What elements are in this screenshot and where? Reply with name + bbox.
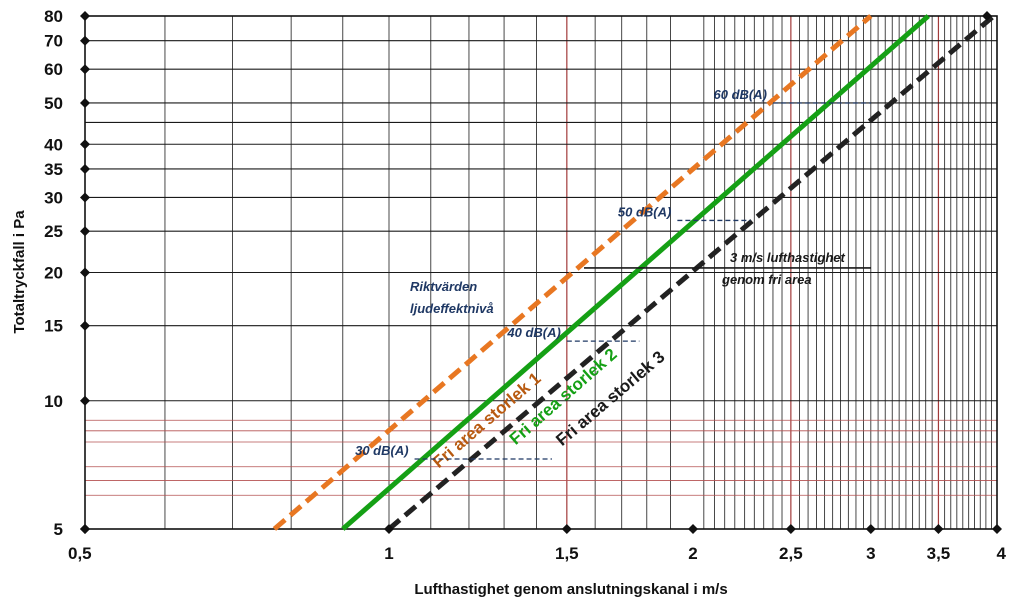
x-tick-marker — [992, 524, 1002, 534]
x-axis-title: Lufthastighet genom anslutningskanal i m… — [414, 581, 727, 598]
x-tick-marker — [561, 524, 572, 534]
y-tick-label: 5 — [54, 520, 63, 539]
velocity-label: genom fri area — [721, 272, 812, 287]
y-tick-label: 35 — [44, 160, 63, 179]
y-tick-marker — [80, 35, 90, 46]
annotations: Riktvärden ljudeffektnivå 30 dB(A) 40 dB(A)… — [355, 87, 871, 460]
x-tick-label: 1 — [384, 544, 393, 563]
annotation-title: Riktvärden — [410, 279, 477, 294]
y-tick-label: 40 — [44, 135, 63, 154]
y-tick-marker — [80, 97, 90, 108]
x-tick-marker — [785, 524, 796, 534]
level-label: 30 dB(A) — [355, 443, 408, 458]
y-tick-label: 30 — [44, 188, 63, 207]
y-tick-label: 50 — [44, 94, 63, 113]
series-line-2 — [341, 14, 930, 531]
grid — [85, 16, 998, 529]
y-tick-marker — [80, 64, 90, 75]
x-tick-label: 1,5 — [555, 544, 579, 563]
x-tick-marker — [688, 524, 698, 534]
y-tick-label: 10 — [44, 392, 63, 411]
y-tick-label: 80 — [44, 7, 63, 26]
y-tick-marker — [80, 11, 90, 21]
y-tick-marker — [80, 320, 90, 331]
level-label: 60 dB(A) — [714, 87, 767, 102]
series-line-3 — [387, 14, 996, 531]
x-tick-label: 3,5 — [927, 544, 951, 563]
y-tick-marker — [80, 139, 90, 150]
y-tick-marker — [80, 163, 90, 174]
y-tick-marker — [80, 267, 90, 278]
y-tick-marker — [80, 192, 90, 203]
x-tick-marker — [933, 524, 944, 534]
series-line-1 — [272, 14, 873, 531]
velocity-label: 3 m/s lufthastighet — [730, 250, 846, 265]
y-tick-label: 70 — [44, 32, 63, 51]
y-tick-label: 25 — [44, 222, 63, 241]
x-tick-label: 2,5 — [779, 544, 803, 563]
x-tick-label: 0,5 — [68, 544, 92, 563]
level-label: 40 dB(A) — [506, 325, 560, 340]
y-axis-title: Totaltryckfall i Pa — [11, 210, 28, 334]
annotation-title: ljudeffektnivå — [410, 301, 494, 316]
y-tick-label: 15 — [44, 317, 63, 336]
y-tick-label: 60 — [44, 60, 63, 79]
tick-labels: 0,5 1 1,5 2 2,5 3 3,5 4 5 10 15 20 25 30 35 40 50 60 70 80 — [44, 7, 1006, 563]
x-tick-label: 3 — [866, 544, 875, 563]
level-label: 50 dB(A) — [618, 204, 671, 219]
x-tick-label: 4 — [997, 544, 1007, 563]
corner-marker — [982, 11, 992, 21]
x-tick-label: 2 — [688, 544, 697, 563]
x-tick-marker — [384, 524, 394, 534]
y-tick-marker — [80, 226, 90, 237]
y-tick-label: 20 — [44, 264, 63, 283]
x-tick-marker — [865, 524, 876, 534]
y-tick-marker — [80, 395, 90, 406]
y-tick-marker — [80, 524, 90, 534]
